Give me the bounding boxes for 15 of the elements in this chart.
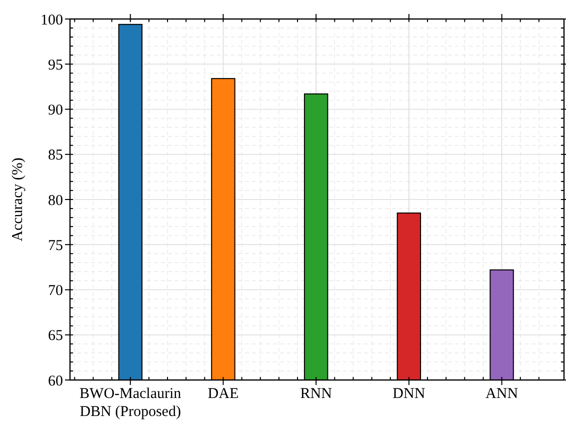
x-tick-label: DNN xyxy=(392,386,426,402)
y-tick-label: 80 xyxy=(48,192,63,209)
x-tick-label: DAE xyxy=(208,386,239,402)
y-tick-label: 75 xyxy=(48,238,63,254)
x-tick-label: BWO-Maclaurin DBN (Proposed) xyxy=(80,386,182,420)
y-tick-label: 70 xyxy=(48,283,63,299)
y-tick-label: 100 xyxy=(40,12,63,28)
y-tick-label: 90 xyxy=(48,102,63,118)
y-tick-label: 95 xyxy=(48,57,63,74)
y-axis-title: Accuracy (%) xyxy=(10,158,26,242)
y-tick-label: 65 xyxy=(48,328,63,344)
x-tick-label: ANN xyxy=(486,386,518,402)
y-tick-label: 85 xyxy=(48,148,63,164)
y-tick-label: 60 xyxy=(48,373,63,390)
x-tick-label: RNN xyxy=(300,386,332,402)
